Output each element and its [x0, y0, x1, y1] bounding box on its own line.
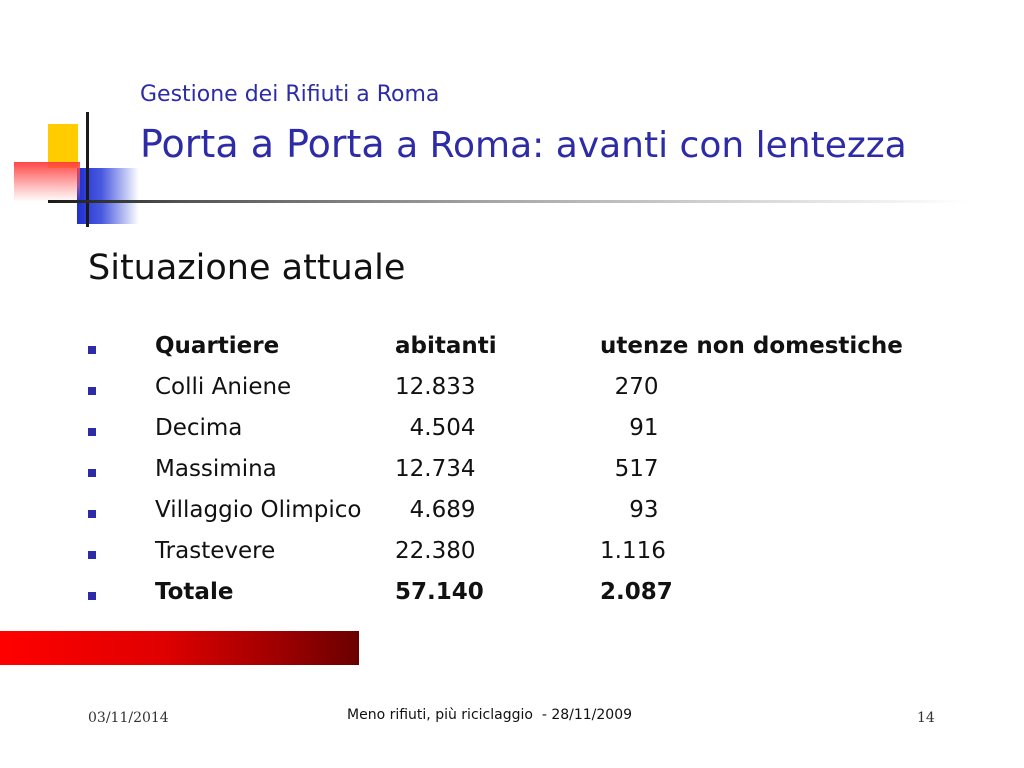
cell-abitanti: 22.380	[395, 538, 476, 564]
header-utenze: utenze non domestiche	[600, 333, 903, 359]
bullet-icon	[88, 592, 96, 600]
bullet-icon	[88, 551, 96, 559]
cell-abitanti: 4.689	[395, 497, 476, 523]
bullet-icon	[88, 428, 96, 436]
decor-red-square	[14, 162, 80, 202]
cell-quartiere: Villaggio Olimpico	[155, 497, 362, 523]
bullet-icon	[88, 387, 96, 395]
cell-quartiere: Decima	[155, 415, 243, 441]
cell-abitanti: 12.833	[395, 374, 476, 400]
cell-utenze: 1.116	[600, 538, 666, 564]
cell-abitanti: 57.140	[395, 579, 484, 605]
cell-abitanti: 12.734	[395, 456, 476, 482]
cell-quartiere: Trastevere	[155, 538, 276, 564]
table-row: Colli Aniene 12.833 270	[0, 374, 1024, 414]
cell-quartiere: Massimina	[155, 456, 277, 482]
decor-red-bar	[0, 631, 359, 665]
table-row: Massimina 12.734 517	[0, 456, 1024, 496]
slide-title: Porta a Porta a Roma: avanti con lentezz…	[140, 122, 907, 166]
table-total-row: Totale 57.140 2.087	[0, 579, 1024, 619]
cell-utenze: 93	[600, 497, 659, 523]
slide-title-strong: Porta a Porta	[140, 122, 385, 166]
cell-utenze: 2.087	[600, 579, 673, 605]
footer-text: Meno rifiuti, più riciclaggio - 28/11/20…	[347, 707, 633, 723]
table-header-row: Quartiere abitanti utenze non domestiche	[0, 333, 1024, 373]
footer-date: 03/11/2014	[88, 710, 169, 726]
table-row: Villaggio Olimpico 4.689 93	[0, 497, 1024, 537]
cell-quartiere: Totale	[155, 579, 234, 605]
bullet-icon	[88, 469, 96, 477]
decor-horizontal-line	[48, 200, 968, 203]
slide-title-rest: a Roma: avanti con lentezza	[384, 125, 907, 166]
bullet-icon	[88, 346, 96, 354]
footer-page-number: 14	[917, 710, 935, 726]
cell-quartiere: Colli Aniene	[155, 374, 292, 400]
cell-utenze: 517	[600, 456, 659, 482]
header-quartiere: Quartiere	[155, 333, 280, 359]
cell-abitanti: 4.504	[395, 415, 476, 441]
table-row: Decima 4.504 91	[0, 415, 1024, 455]
cell-utenze: 270	[600, 374, 659, 400]
slide-subtitle: Gestione dei Rifiuti a Roma	[140, 82, 440, 107]
header-abitanti: abitanti	[395, 333, 497, 359]
bullet-icon	[88, 510, 96, 518]
cell-utenze: 91	[600, 415, 659, 441]
decor-yellow-square	[48, 124, 78, 168]
decor-vertical-line	[86, 112, 89, 227]
table-row: Trastevere 22.380 1.116	[0, 538, 1024, 578]
section-title: Situazione attuale	[88, 248, 406, 288]
